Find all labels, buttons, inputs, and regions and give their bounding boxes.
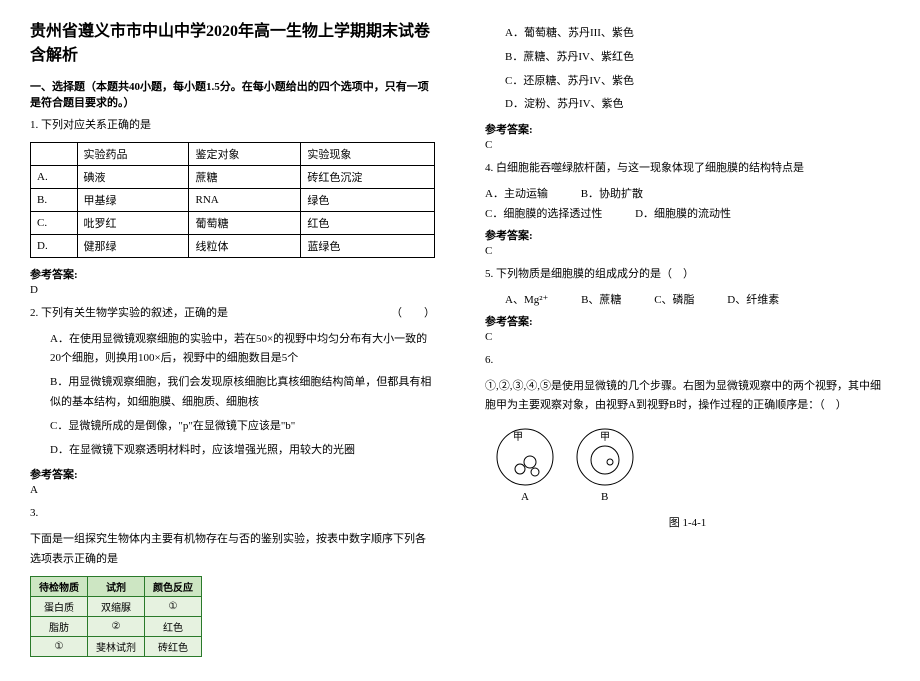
q1-table: 实验药品 鉴定对象 实验现象 A.碘液蔗糖砖红色沉淀 B.甲基绿RNA绿色 C.… — [30, 142, 435, 258]
q5-answer: C — [485, 331, 890, 343]
q3-answer: C — [485, 139, 890, 151]
cell-label: 甲 — [600, 432, 610, 443]
q3-table: 待检物质 试剂 颜色反应 蛋白质双缩脲① 脂肪②红色 ①斐林试剂砖红色 — [30, 576, 202, 657]
q5-opts: A、Mg²⁺ B、蔗糖 C、磷脂 D、纤维素 — [505, 291, 890, 307]
table-row: 蛋白质双缩脲① — [31, 596, 202, 616]
q4-opts-row1: A．主动运输 B．协助扩散 — [485, 185, 890, 201]
fig-label-b: B — [601, 491, 608, 503]
q3-optB: B．蔗糖、苏丹IV、紫红色 — [505, 48, 890, 68]
answer-label: 参考答案: — [485, 313, 890, 329]
q6-num: 6. — [485, 351, 890, 371]
cell-label: 甲 — [513, 432, 523, 443]
answer-label: 参考答案: — [485, 227, 890, 243]
left-column: 贵州省遵义市市中山中学2020年高一生物上学期期末试卷含解析 一、选择题（本题共… — [30, 20, 435, 661]
q1-h2: 鉴定对象 — [189, 142, 301, 165]
table-row: A.碘液蔗糖砖红色沉淀 — [31, 165, 435, 188]
figure-caption: 图 1-4-1 — [485, 514, 890, 530]
q4-answer: C — [485, 245, 890, 257]
table-row: D.健那绿线粒体蓝绿色 — [31, 234, 435, 257]
q3-optA: A．葡萄糖、苏丹III、紫色 — [505, 24, 890, 44]
q3-optD: D．淀粉、苏丹IV、紫色 — [505, 95, 890, 115]
q2-optB: B．用显微镜观察细胞，我们会发现原核细胞比真核细胞结构简单，但都具有相似的基本结… — [50, 373, 435, 413]
q3-num: 3. — [30, 504, 435, 524]
q2-stem: 2. 下列有关生物学实验的叙述，正确的是 （ ） — [30, 304, 435, 324]
q1-stem: 1. 下列对应关系正确的是 — [30, 116, 435, 136]
q6-stem: ①,②,③,④,⑤是使用显微镜的几个步骤。右图为显微镜观察中的两个视野，其中细胞… — [485, 377, 890, 417]
q5-stem: 5. 下列物质是细胞膜的组成成分的是（ ） — [485, 265, 890, 285]
table-row: 待检物质 试剂 颜色反应 — [31, 576, 202, 596]
q4-stem: 4. 白细胞能吞噬绿脓杆菌，与这一现象体现了细胞膜的结构特点是 — [485, 159, 890, 179]
q2-optD: D．在显微镜下观察透明材料时，应该增强光照，用较大的光圈 — [50, 441, 435, 461]
q3-intro: 下面是一组探究生物体内主要有机物存在与否的鉴别实验，按表中数字顺序下列各选项表示… — [30, 530, 435, 570]
blank-bracket: （ ） — [391, 304, 435, 324]
q1-answer: D — [30, 284, 435, 296]
page-title: 贵州省遵义市市中山中学2020年高一生物上学期期末试卷含解析 — [30, 20, 435, 68]
q2-answer: A — [30, 484, 435, 496]
q3-optC: C．还原糖、苏丹IV、紫色 — [505, 72, 890, 92]
q2-optA: A．在使用显微镜观察细胞的实验中，若在50×的视野中均匀分布有大小一致的20个细… — [50, 330, 435, 370]
q4-opts-row2: C．细胞膜的选择透过性 D．细胞膜的流动性 — [485, 205, 890, 221]
q1-h1: 实验药品 — [77, 142, 189, 165]
section-heading: 一、选择题（本题共40小题，每小题1.5分。在每小题给出的四个选项中，只有一项是… — [30, 78, 435, 110]
answer-label: 参考答案: — [485, 121, 890, 137]
table-row: 脂肪②红色 — [31, 616, 202, 636]
answer-label: 参考答案: — [30, 466, 435, 482]
table-row: ①斐林试剂砖红色 — [31, 636, 202, 656]
q1-h3: 实验现象 — [301, 142, 435, 165]
q1-h0 — [31, 142, 78, 165]
fig-label-a: A — [521, 491, 529, 503]
table-row: 实验药品 鉴定对象 实验现象 — [31, 142, 435, 165]
table-row: C.吡罗红葡萄糖红色 — [31, 211, 435, 234]
q2-optC: C．显微镜所成的是倒像，"p"在显微镜下应该是"b" — [50, 417, 435, 437]
table-row: B.甲基绿RNA绿色 — [31, 188, 435, 211]
q6-figure: 甲 A 甲 B 图 1-4-1 — [485, 422, 890, 530]
right-column: A．葡萄糖、苏丹III、紫色 B．蔗糖、苏丹IV、紫红色 C．还原糖、苏丹IV、… — [485, 20, 890, 661]
answer-label: 参考答案: — [30, 266, 435, 282]
